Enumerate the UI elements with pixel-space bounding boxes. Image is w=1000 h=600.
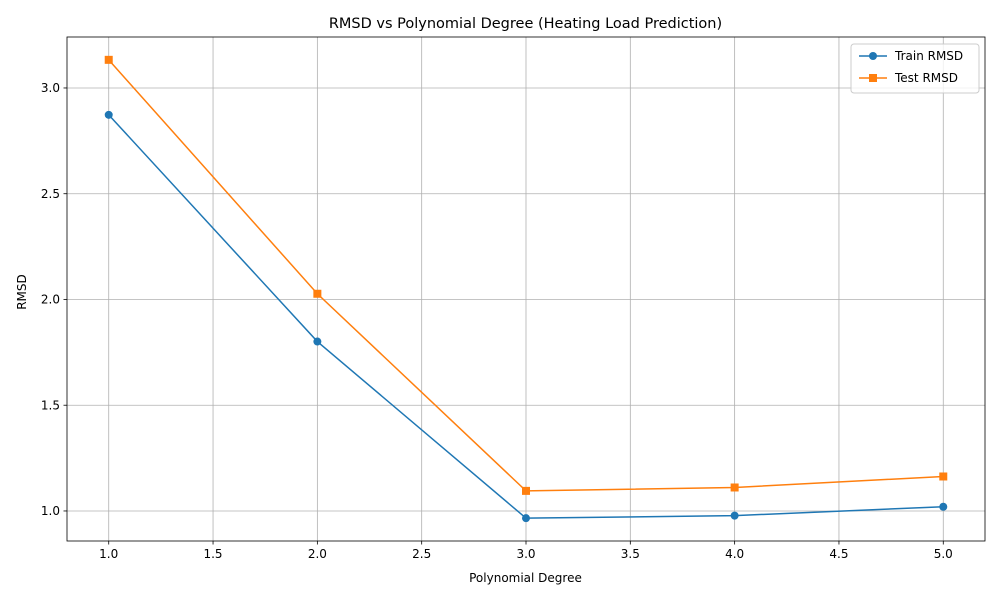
- chart-title: RMSD vs Polynomial Degree (Heating Load …: [329, 16, 722, 32]
- data-point-circle: [104, 110, 113, 119]
- series-layer: [104, 55, 948, 523]
- y-axis-label: RMSD: [15, 274, 29, 310]
- legend-label: Train RMSD: [894, 49, 963, 63]
- data-point-square: [313, 289, 322, 298]
- y-tick-label: 2.5: [41, 187, 60, 201]
- x-tick-label: 2.0: [308, 547, 327, 561]
- data-point-circle: [939, 502, 948, 511]
- plot-area-border: [66, 36, 986, 542]
- y-tick-label: 1.0: [41, 504, 60, 518]
- x-tick-label: 1.5: [203, 547, 222, 561]
- data-point-circle: [313, 337, 322, 346]
- data-point-square: [104, 55, 113, 64]
- plot-frame: [66, 36, 986, 542]
- x-tick-label: 4.5: [829, 547, 848, 561]
- legend-label: Test RMSD: [894, 71, 958, 85]
- data-point-square: [522, 486, 530, 495]
- legend-marker-square: [869, 74, 877, 82]
- x-tick-label: 1.0: [99, 547, 118, 561]
- y-tick-label: 2.0: [41, 293, 60, 307]
- y-tick-label: 3.0: [41, 81, 60, 95]
- x-tick-label: 5.0: [934, 547, 953, 561]
- data-point-square: [730, 483, 739, 492]
- data-point-square: [939, 472, 948, 481]
- data-point-circle: [730, 511, 739, 520]
- x-axis-label: Polynomial Degree: [469, 571, 582, 585]
- data-point-circle: [522, 514, 530, 523]
- y-tick-label: 1.5: [41, 398, 60, 412]
- axes: 1.0 1.5 2.0 2.5 3.0 3.5 4.0 4.5 5.0 1.0 1.5 2.0 2.5 3…: [41, 81, 953, 561]
- x-tick-label: 3.5: [621, 547, 640, 561]
- x-tick-label: 3.0: [516, 547, 535, 561]
- x-tick-label: 4.0: [725, 547, 744, 561]
- legend-marker-circle: [869, 52, 877, 60]
- x-tick-label: 2.5: [412, 547, 431, 561]
- legend: Train RMSD Test RMSD: [850, 43, 980, 94]
